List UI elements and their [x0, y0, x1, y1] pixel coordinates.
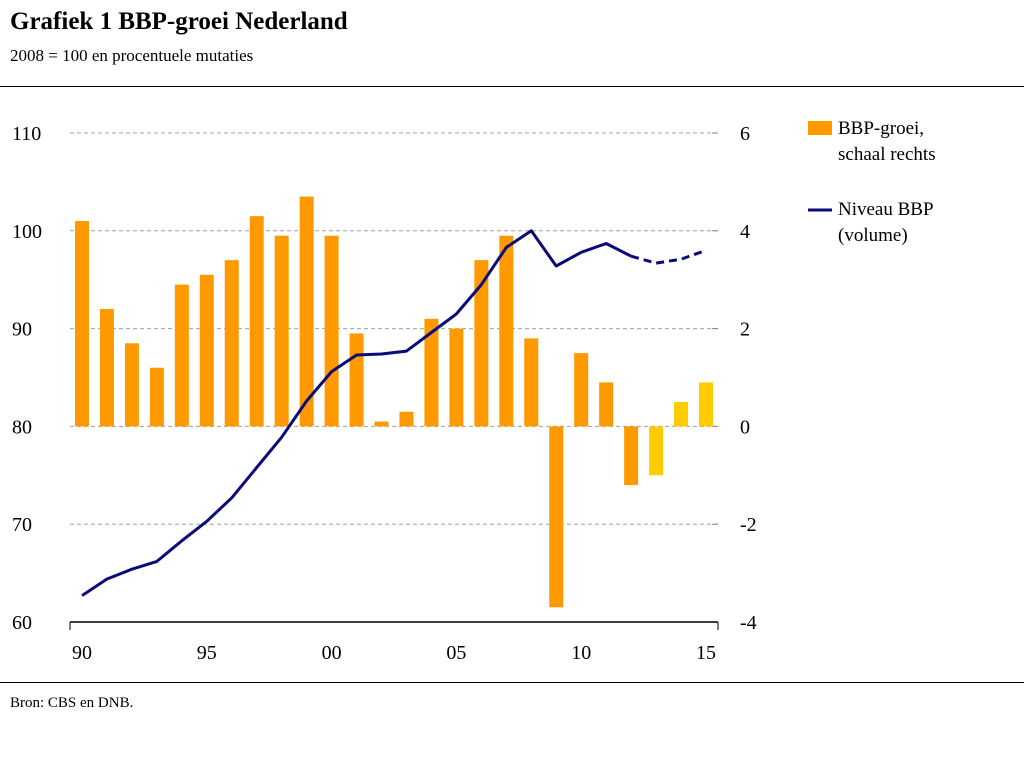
- right-tick-label: -4: [740, 612, 757, 634]
- bar-2003: [399, 411, 414, 427]
- bar-1996: [224, 260, 239, 427]
- x-tick-label: 95: [197, 642, 217, 664]
- legend-line-line1: Niveau BBP: [838, 199, 934, 220]
- bar-1991: [99, 309, 114, 427]
- bar-1998: [274, 235, 289, 427]
- bar-2012: [624, 426, 639, 486]
- left-tick-label: 90: [12, 319, 32, 341]
- x-tick-label: 15: [696, 642, 716, 664]
- legend-bar-line2: schaal rechts: [838, 144, 936, 165]
- bar-2002: [374, 421, 389, 427]
- right-tick-label: 6: [740, 123, 750, 145]
- line-series-forecast: [630, 248, 707, 265]
- left-tick-label: 80: [12, 416, 32, 438]
- bar-2007: [499, 235, 514, 427]
- left-tick-label: 110: [12, 123, 41, 145]
- bar-2011: [599, 382, 614, 427]
- legend-bar-line1: BBP-groei,: [838, 118, 925, 139]
- x-tick-label: 90: [72, 642, 92, 664]
- right-tick-label: 0: [740, 416, 750, 438]
- bar-2004: [424, 318, 439, 427]
- legend-bar-swatch: [808, 121, 832, 135]
- chart-title: Grafiek 1 BBP-groei Nederland: [10, 8, 348, 35]
- x-tick-label: 05: [446, 642, 466, 664]
- bar-2006: [474, 260, 489, 427]
- chart-subtitle: 2008 = 100 en procentuele mutaties: [10, 46, 254, 65]
- top-divider: [0, 86, 1024, 87]
- bar-2008: [524, 338, 539, 427]
- bar-1993: [149, 367, 164, 427]
- legend-line-label: Niveau BBP (volume): [838, 197, 934, 249]
- bar-1999: [299, 196, 314, 427]
- left-tick-label: 70: [12, 514, 32, 536]
- x-tick-label: 00: [322, 642, 342, 664]
- bottom-divider: [0, 682, 1024, 683]
- bar-1995: [199, 274, 214, 427]
- legend-line-line2: (volume): [838, 225, 908, 246]
- left-tick-label: 100: [12, 221, 42, 243]
- bar-1992: [124, 343, 139, 427]
- bar-2000: [324, 235, 339, 427]
- source-note: Bron: CBS en DNB.: [10, 695, 134, 711]
- bar-2013: [649, 426, 664, 476]
- bar-2010: [574, 353, 589, 427]
- bar-2001: [349, 333, 364, 427]
- bar-1990: [75, 221, 89, 427]
- right-tick-label: -2: [740, 514, 757, 536]
- bar-2014: [674, 401, 689, 427]
- left-tick-label: 60: [12, 612, 32, 634]
- right-tick-label: 2: [740, 319, 750, 341]
- bar-1997: [249, 216, 264, 427]
- bar-1994: [174, 284, 189, 427]
- x-tick-label: 10: [571, 642, 591, 664]
- bar-2015: [699, 382, 713, 427]
- bar-2005: [449, 328, 464, 427]
- right-tick-label: 4: [740, 221, 750, 243]
- bar-2009: [549, 426, 564, 608]
- legend-bar-label: BBP-groei, schaal rechts: [838, 116, 936, 168]
